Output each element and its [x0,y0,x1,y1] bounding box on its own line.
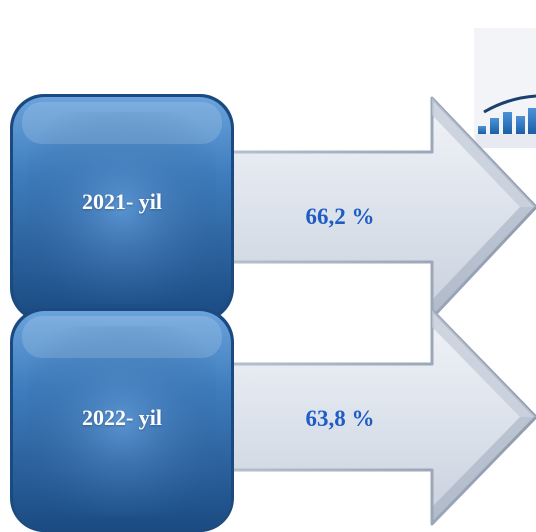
row-1-year-box [10,94,234,322]
bar-chart-growth-icon [474,28,536,148]
row-2-value-label: 63,8 % [305,406,375,431]
row-1-year-label: 2021- yil [81,189,163,214]
row-1-arrow [194,96,536,320]
row-2-year-box [10,308,234,532]
row-2-year-label: 2022- yil [81,405,163,430]
row-1-value-label: 66,2 % [305,204,375,229]
row-2-arrow [194,308,536,526]
